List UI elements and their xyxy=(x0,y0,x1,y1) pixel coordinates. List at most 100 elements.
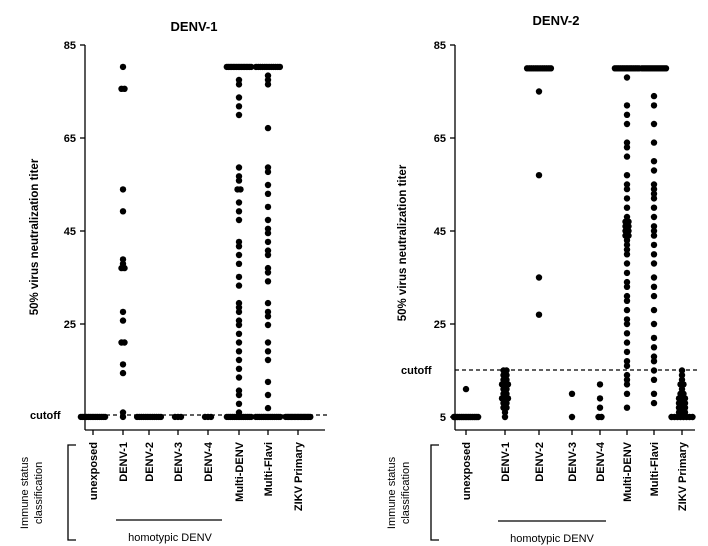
data-point-multi-denv xyxy=(235,164,243,171)
data-point-multi-denv xyxy=(623,404,631,411)
data-point-denv-1 xyxy=(501,413,509,421)
data-point-multi-denv xyxy=(623,320,631,328)
data-point-multi-denv xyxy=(235,317,243,324)
immune-status-label-line1: Immune status xyxy=(19,456,31,529)
data-point-multi-flavi xyxy=(264,391,272,399)
data-point-unexposed xyxy=(101,413,109,421)
data-point-multi-flavi xyxy=(650,334,658,342)
data-point-multi-denv xyxy=(235,260,243,267)
data-point-multi-flavi xyxy=(650,367,658,374)
data-point-multi-denv xyxy=(623,195,631,202)
data-point-multi-denv xyxy=(625,227,632,235)
x-category-label-multi-flavi: Multi-Flavi xyxy=(649,442,661,496)
data-point-denv-3 xyxy=(568,413,576,421)
data-point-multi-flavi xyxy=(276,63,284,71)
data-point-multi-denv xyxy=(623,181,631,188)
data-point-multi-denv xyxy=(623,306,631,314)
data-points-denv2 xyxy=(450,65,696,421)
y-tick-label-85-r: 85 xyxy=(434,40,446,52)
data-point-multi-denv xyxy=(247,413,255,421)
data-point-multi-flavi xyxy=(650,227,658,235)
data-point-denv-2 xyxy=(535,311,543,318)
data-point-multi-denv xyxy=(623,381,631,388)
data-point-multi-denv xyxy=(235,348,243,355)
data-point-multi-flavi xyxy=(264,251,272,259)
data-point-multi-denv xyxy=(623,153,631,160)
data-point-multi-denv xyxy=(235,111,243,119)
data-point-multi-denv xyxy=(235,251,243,259)
data-point-multi-flavi xyxy=(650,358,658,365)
data-point-unexposed xyxy=(474,413,482,421)
data-point-multi-flavi xyxy=(264,356,272,364)
data-point-multi-flavi xyxy=(650,260,658,267)
x-category-label-unexposed: unexposed xyxy=(88,442,100,500)
x-category-label-zikv-primary: ZIKV Primary xyxy=(677,441,689,511)
x-category-label-denv-2: DENV-2 xyxy=(144,442,156,482)
data-point-multi-flavi xyxy=(650,399,658,407)
data-point-multi-denv xyxy=(623,292,631,300)
chart-title-denv1: DENV-1 xyxy=(171,19,218,34)
x-category-label-denv-3: DENV-3 xyxy=(173,442,185,482)
data-point-multi-flavi xyxy=(264,348,272,355)
data-point-multi-flavi xyxy=(650,102,658,109)
data-point-denv-4 xyxy=(598,413,605,421)
data-point-multi-flavi xyxy=(650,92,658,100)
data-point-denv-1 xyxy=(121,264,128,272)
x-category-label-zikv-primary: ZIKV Primary xyxy=(293,441,305,511)
data-point-multi-denv xyxy=(623,144,631,151)
data-point-multi-denv xyxy=(235,81,243,88)
data-point-denv-4 xyxy=(207,413,215,421)
data-point-multi-denv xyxy=(235,208,243,215)
x-category-label-denv-4: DENV-4 xyxy=(203,441,215,482)
data-point-multi-denv xyxy=(235,339,243,346)
data-point-multi-flavi xyxy=(650,181,658,188)
data-point-multi-flavi xyxy=(650,306,658,314)
data-point-zikv-primary xyxy=(689,413,696,421)
x-ticks-denv2 xyxy=(465,430,683,435)
x-ticks-denv1 xyxy=(92,430,299,435)
data-point-denv-1 xyxy=(503,371,510,379)
data-point-multi-flavi xyxy=(650,232,658,239)
immune-status-label-line2-r: classification xyxy=(400,462,412,524)
data-point-denv-3 xyxy=(177,413,185,421)
data-point-denv-1 xyxy=(121,85,128,93)
data-point-multi-denv xyxy=(623,260,631,267)
data-point-multi-denv xyxy=(235,391,243,399)
data-point-denv-3 xyxy=(568,390,576,397)
data-point-denv-1 xyxy=(119,63,127,71)
y-axis-label-denv1: 50% virus neutralization titer xyxy=(29,158,41,315)
x-category-labels-denv2: unexposed DENV-1 DENV-2 DENV-3 DENV-4 Multi-D… xyxy=(461,441,689,511)
data-point-multi-flavi xyxy=(650,204,658,211)
data-point-multi-flavi xyxy=(264,404,272,412)
data-point-multi-flavi xyxy=(650,292,658,300)
data-point-multi-flavi xyxy=(650,251,658,258)
data-point-denv-1 xyxy=(119,208,127,215)
data-point-denv-4 xyxy=(596,404,604,411)
data-point-denv-1 xyxy=(119,413,127,421)
data-point-multi-flavi xyxy=(264,299,272,307)
data-point-multi-denv xyxy=(623,102,631,109)
y-tick-label-65: 65 xyxy=(64,133,76,145)
data-point-denv-2 xyxy=(535,88,543,95)
data-point-denv-1 xyxy=(501,409,509,416)
data-point-multi-denv xyxy=(235,330,243,337)
data-point-denv-4 xyxy=(596,381,604,388)
data-point-multi-flavi xyxy=(650,376,658,383)
data-point-denv-1 xyxy=(503,385,510,393)
y-tick-label-25-r: 25 xyxy=(434,319,446,331)
data-point-multi-denv xyxy=(235,76,243,84)
data-point-multi-flavi xyxy=(662,65,670,72)
y-tick-label-25: 25 xyxy=(64,319,76,331)
data-point-multi-flavi xyxy=(650,158,658,165)
data-point-multi-denv xyxy=(235,216,243,224)
data-point-multi-denv xyxy=(623,111,631,119)
x-category-label-denv-2: DENV-2 xyxy=(534,442,546,482)
x-category-label-multi-denv: Multi-DENV xyxy=(234,441,246,502)
data-point-multi-denv xyxy=(235,273,243,281)
data-point-denv-2 xyxy=(535,274,543,281)
x-category-label-denv-4: DENV-4 xyxy=(595,441,607,482)
chart-denv1: DENV-1 85 65 45 25 50% virus neutralizat… xyxy=(29,19,328,544)
cutoff-label-denv2: cutoff xyxy=(401,365,432,377)
data-point-multi-flavi xyxy=(264,168,272,176)
immune-status-bracket-right: Immune status classification xyxy=(386,444,439,541)
